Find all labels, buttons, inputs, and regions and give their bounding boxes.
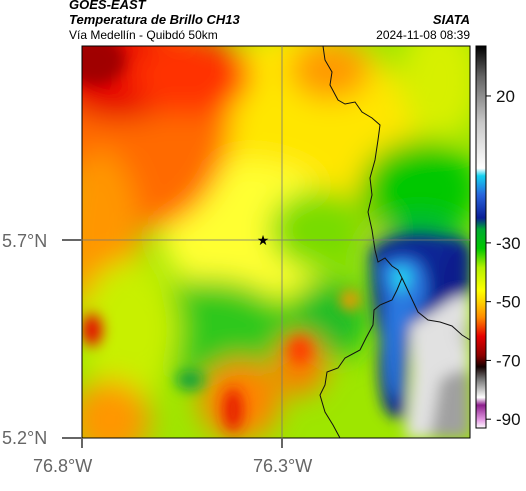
coastline: [319, 46, 470, 438]
colorbar: 20 -30 -50 -70 -90: [475, 45, 521, 429]
colorbar-tick-label: -50: [496, 293, 521, 312]
map-frame: [81, 45, 471, 439]
lon-tick-label-76.3: 76.3°W: [253, 456, 312, 476]
lat-tick-label-5.2: 5.2°N: [2, 428, 47, 448]
axis-ticks: [62, 239, 283, 448]
colorbar-gradient: [475, 45, 487, 429]
organization-label: SIATA: [432, 12, 470, 27]
gridlines: [82, 46, 470, 438]
datetime-label: 2024-11-08 08:39: [376, 28, 470, 42]
product-title: Temperatura de Brillo CH13: [69, 12, 240, 27]
city-star-marker: ★: [257, 233, 270, 249]
colorbar-ticks: 20 -30 -50 -70 -90: [486, 87, 521, 429]
colorbar-tick-label: -90: [496, 410, 521, 429]
colorbar-tick-label: -30: [496, 234, 521, 253]
satellite-title: GOES-EAST: [69, 0, 146, 12]
colorbar-tick-label: -70: [496, 351, 521, 370]
region-subtitle: Vía Medellín - Quibdó 50km: [69, 28, 218, 42]
lon-tick-label-76.8: 76.8°W: [33, 456, 92, 476]
lat-tick-label-5.7: 5.7°N: [2, 231, 47, 251]
colorbar-tick-label: 20: [496, 87, 515, 106]
